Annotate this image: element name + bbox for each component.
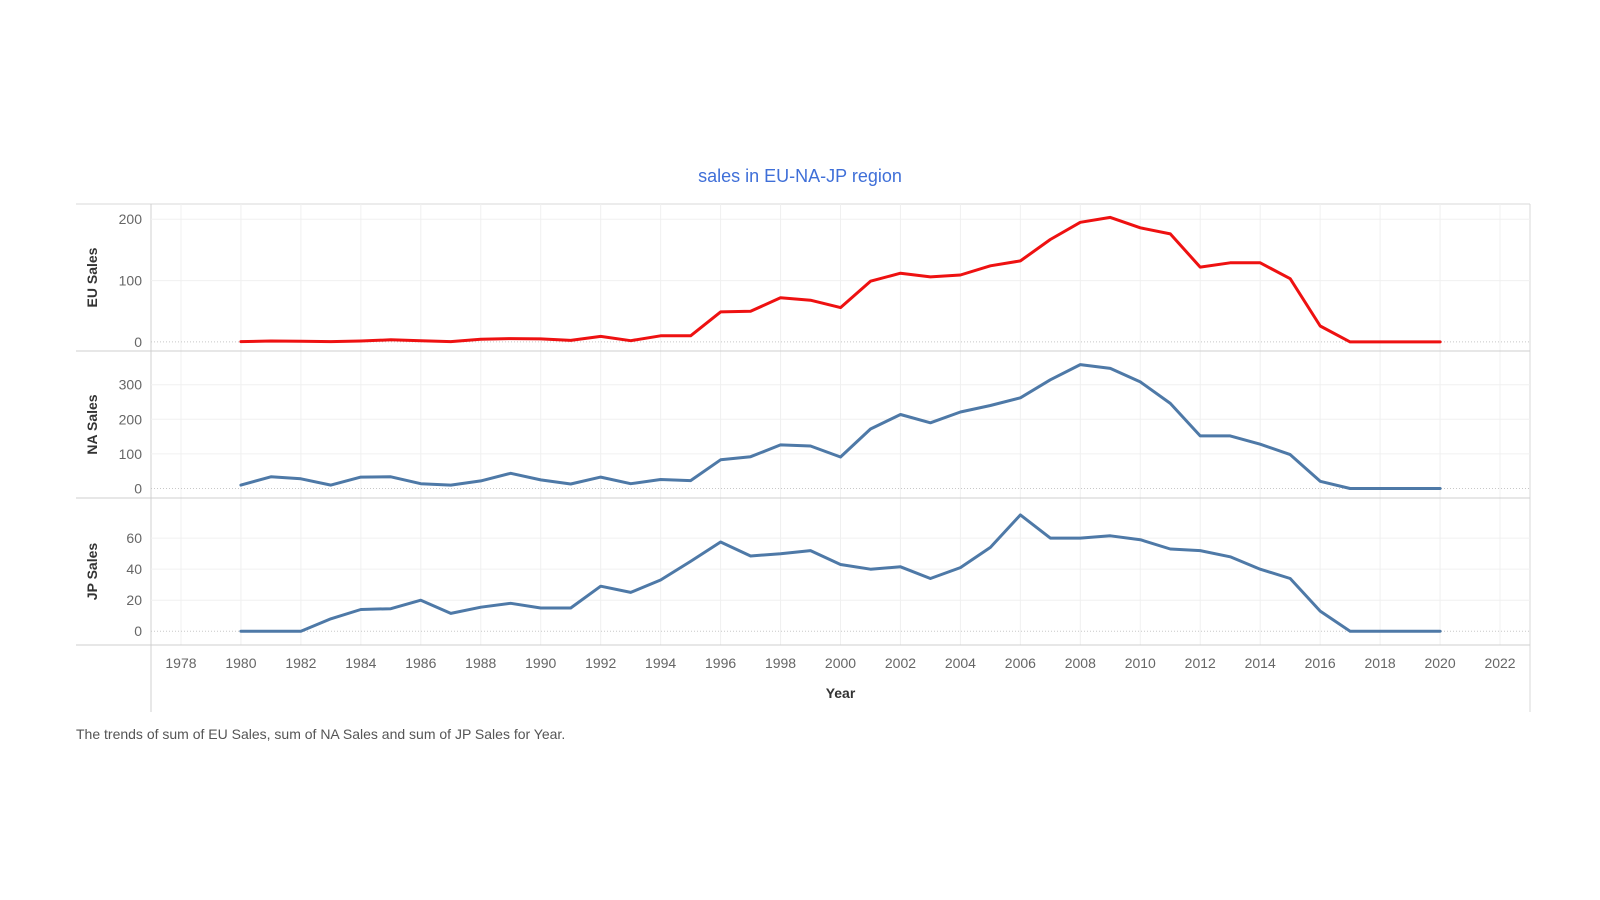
x-tick-label: 2000 — [825, 655, 856, 671]
x-tick-label: 1982 — [285, 655, 316, 671]
y-tick-label: 20 — [126, 592, 142, 608]
y-axis-title: JP Sales — [84, 543, 100, 601]
series-line — [239, 513, 1442, 633]
y-tick-label: 100 — [119, 446, 143, 462]
y-tick-label: 0 — [134, 623, 142, 639]
x-tick-label: 1996 — [705, 655, 736, 671]
x-tick-label: 1992 — [585, 655, 616, 671]
x-axis-title: Year — [826, 685, 856, 701]
x-tick-label: 1988 — [465, 655, 496, 671]
x-tick-label: 2002 — [885, 655, 916, 671]
x-tick-label: 2016 — [1305, 655, 1336, 671]
y-tick-label: 40 — [126, 561, 142, 577]
x-tick-label: 2014 — [1245, 655, 1276, 671]
x-tick-label: 1984 — [345, 655, 376, 671]
x-tick-label: 2006 — [1005, 655, 1036, 671]
y-tick-label: 60 — [126, 530, 142, 546]
x-tick-label: 1994 — [645, 655, 676, 671]
y-tick-label: 200 — [119, 211, 143, 227]
y-tick-label: 0 — [134, 334, 142, 350]
y-tick-label: 300 — [119, 377, 143, 393]
x-tick-label: 2018 — [1365, 655, 1396, 671]
x-tick-label: 1978 — [165, 655, 196, 671]
x-tick-label: 2012 — [1185, 655, 1216, 671]
x-tick-label: 2010 — [1125, 655, 1156, 671]
x-tick-label: 1998 — [765, 655, 796, 671]
y-axis-title: EU Sales — [84, 247, 100, 307]
x-tick-label: 2020 — [1424, 655, 1455, 671]
chart-title: sales in EU-NA-JP region — [698, 166, 902, 186]
x-tick-label: 1980 — [225, 655, 256, 671]
x-tick-label: 2022 — [1484, 655, 1515, 671]
y-axis-title: NA Sales — [84, 394, 100, 454]
x-tick-label: 2004 — [945, 655, 976, 671]
y-tick-label: 100 — [119, 273, 143, 289]
x-tick-label: 1990 — [525, 655, 556, 671]
y-tick-label: 0 — [134, 481, 142, 497]
chart-caption: The trends of sum of EU Sales, sum of NA… — [76, 726, 566, 742]
x-tick-label: 2008 — [1065, 655, 1096, 671]
y-tick-label: 200 — [119, 411, 143, 427]
x-tick-label: 1986 — [405, 655, 436, 671]
series-line — [239, 363, 1442, 490]
series-line — [239, 215, 1442, 344]
